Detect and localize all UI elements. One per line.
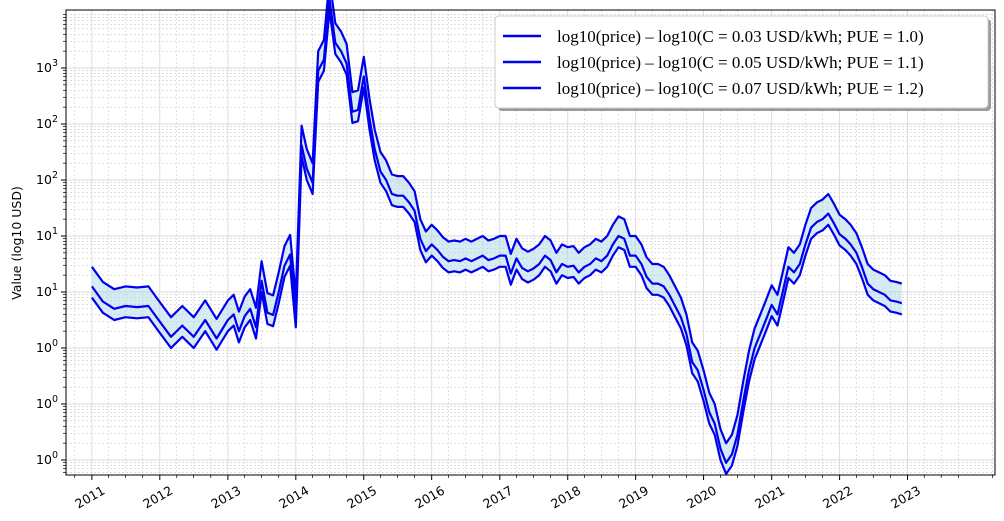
y-tick-label: 100 <box>36 338 58 355</box>
y-tick-label: 102 <box>36 114 58 131</box>
legend-label: log10(price) – log10(C = 0.05 USD/kWh; P… <box>557 53 924 72</box>
legend-label: log10(price) – log10(C = 0.03 USD/kWh; P… <box>557 27 924 46</box>
y-axis-title: Value (log10 USD) <box>9 186 24 300</box>
y-tick-label: 100 <box>36 394 58 411</box>
legend-label: log10(price) – log10(C = 0.07 USD/kWh; P… <box>557 79 924 98</box>
legend: log10(price) – log10(C = 0.03 USD/kWh; P… <box>494 15 991 111</box>
y-axis: 103 102 102 101 101 100 100 100 <box>36 14 66 473</box>
plot-frame <box>65 9 996 476</box>
legend-box <box>494 15 989 109</box>
y-tick-label: 100 <box>36 450 58 467</box>
y-tick-label: 103 <box>36 58 58 75</box>
series-line-1 <box>91 0 903 445</box>
series-layer <box>91 0 903 476</box>
y-tick-label: 102 <box>36 170 58 187</box>
series-line-2 <box>91 0 903 464</box>
y-tick-label: 101 <box>36 226 58 243</box>
y-tick-label: 101 <box>36 282 58 299</box>
series-line-3 <box>91 9 903 476</box>
